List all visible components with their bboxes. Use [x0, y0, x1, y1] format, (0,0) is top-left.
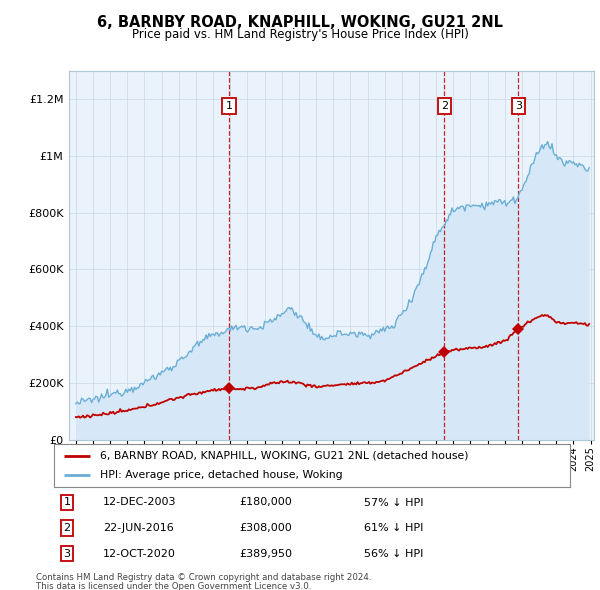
Text: 6, BARNBY ROAD, KNAPHILL, WOKING, GU21 2NL (detached house): 6, BARNBY ROAD, KNAPHILL, WOKING, GU21 2…	[100, 451, 469, 461]
Text: Price paid vs. HM Land Registry's House Price Index (HPI): Price paid vs. HM Land Registry's House …	[131, 28, 469, 41]
Text: 3: 3	[515, 101, 522, 112]
Text: 57% ↓ HPI: 57% ↓ HPI	[364, 497, 423, 507]
Text: £308,000: £308,000	[240, 523, 293, 533]
Text: 12-OCT-2020: 12-OCT-2020	[103, 549, 176, 559]
Text: 6, BARNBY ROAD, KNAPHILL, WOKING, GU21 2NL: 6, BARNBY ROAD, KNAPHILL, WOKING, GU21 2…	[97, 15, 503, 30]
Text: £180,000: £180,000	[240, 497, 293, 507]
Text: 2: 2	[64, 523, 70, 533]
Text: 56% ↓ HPI: 56% ↓ HPI	[364, 549, 423, 559]
Text: 22-JUN-2016: 22-JUN-2016	[103, 523, 174, 533]
Text: £389,950: £389,950	[240, 549, 293, 559]
Text: 2: 2	[440, 101, 448, 112]
Text: 3: 3	[64, 549, 70, 559]
Text: Contains HM Land Registry data © Crown copyright and database right 2024.: Contains HM Land Registry data © Crown c…	[36, 573, 371, 582]
Text: 1: 1	[64, 497, 70, 507]
Text: 61% ↓ HPI: 61% ↓ HPI	[364, 523, 423, 533]
Text: 12-DEC-2003: 12-DEC-2003	[103, 497, 176, 507]
Text: This data is licensed under the Open Government Licence v3.0.: This data is licensed under the Open Gov…	[36, 582, 311, 590]
Text: HPI: Average price, detached house, Woking: HPI: Average price, detached house, Woki…	[100, 470, 343, 480]
Text: 1: 1	[226, 101, 232, 112]
